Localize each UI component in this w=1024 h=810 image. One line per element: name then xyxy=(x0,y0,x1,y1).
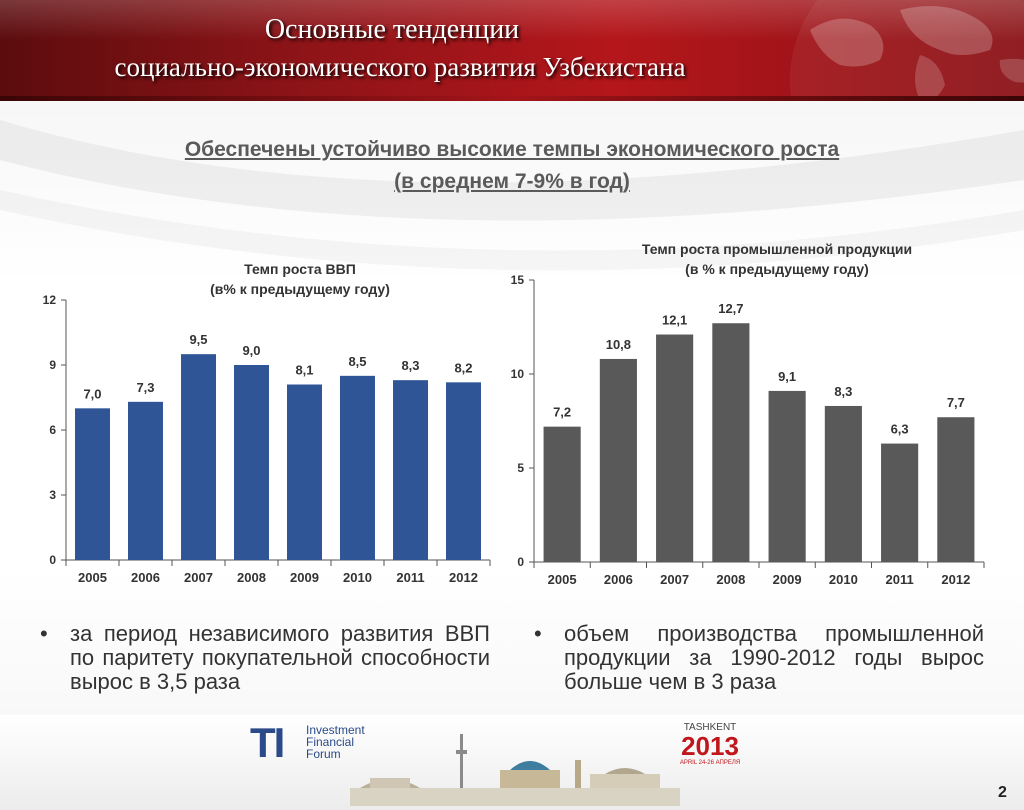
data-label-2012: 7,7 xyxy=(947,395,965,410)
x-tick-label-2007: 2007 xyxy=(660,572,689,587)
data-label-2006: 10,8 xyxy=(606,337,631,352)
data-label-2005: 7,2 xyxy=(553,405,571,420)
forum-logo-words: Investment Financial Forum xyxy=(306,724,365,760)
bar-2011 xyxy=(881,443,919,562)
bullet-text: за период независимого развития ВВП по п… xyxy=(70,621,490,694)
x-tick-label-2011: 2011 xyxy=(886,572,914,587)
gdp-growth-chart: Темп роста ВВП (в% к предыдущему году) 0 3 6… xyxy=(43,261,491,585)
globe-map-icon xyxy=(790,0,1024,96)
bar-2011 xyxy=(393,380,428,560)
x-tick-label-2011: 2011 xyxy=(396,570,424,585)
bar-2010 xyxy=(824,405,862,562)
x-tick-label-2005: 2005 xyxy=(548,572,577,587)
bar-2012 xyxy=(446,382,481,560)
x-tick-label-2007: 2007 xyxy=(184,570,213,585)
header-band: Основные тенденции социально-экономическ… xyxy=(0,0,1024,96)
data-label-2010: 8,3 xyxy=(834,384,852,399)
y-tick-label: 0 xyxy=(49,553,56,567)
page-number: 2 xyxy=(998,784,1007,801)
x-tick-label-2010: 2010 xyxy=(343,570,372,585)
x-tick-label-2009: 2009 xyxy=(773,572,802,587)
y-tick-label: 3 xyxy=(49,488,56,502)
event-logo: TASHKENT 2013 APRIL 24-26 АПРЕЛЯ xyxy=(670,722,750,767)
tashkent-skyline-icon xyxy=(350,734,680,806)
bullet-dot-icon: • xyxy=(40,621,48,646)
x-tick-label-2006: 2006 xyxy=(131,570,160,585)
y-tick-label: 0 xyxy=(517,555,524,569)
x-tick-label-2008: 2008 xyxy=(237,570,266,585)
data-label-2006: 7,3 xyxy=(136,380,154,395)
data-label-2012: 8,2 xyxy=(454,360,472,375)
chart-title-line2: (в % к предыдущему году) xyxy=(685,261,869,277)
y-tick-label: 6 xyxy=(49,423,56,437)
y-tick-label: 15 xyxy=(511,273,525,287)
data-label-2009: 9,1 xyxy=(778,369,796,384)
bullet-dot-icon: • xyxy=(534,621,542,646)
x-tick-label-2012: 2012 xyxy=(941,572,970,587)
bullet-gdp-ppp: • за период независимого развития ВВП по… xyxy=(40,621,490,694)
bar-2007 xyxy=(181,354,216,560)
forum-logo-line2: Financial xyxy=(306,735,355,749)
data-label-2008: 12,7 xyxy=(718,301,743,316)
section-heading: Обеспечены устойчиво высокие темпы эконо… xyxy=(184,138,840,161)
bar-2006 xyxy=(599,358,637,562)
y-tick-label: 9 xyxy=(49,358,56,372)
data-label-2005: 7,0 xyxy=(83,386,101,401)
bullet-text: объем производства промышленной продукци… xyxy=(564,621,984,694)
bar-2012 xyxy=(937,417,975,562)
data-label-2008: 9,0 xyxy=(242,343,260,358)
bar-2008 xyxy=(234,365,269,560)
bar-2006 xyxy=(128,401,163,560)
background-swoosh xyxy=(0,120,1024,271)
bar-2005 xyxy=(543,426,581,562)
chart-title-line2: (в% к предыдущему году) xyxy=(210,281,390,297)
bar-2009 xyxy=(287,384,322,560)
header-divider xyxy=(0,96,1024,101)
data-label-2010: 8,5 xyxy=(348,354,366,369)
bar-2005 xyxy=(75,408,110,560)
header-shine xyxy=(0,0,1024,40)
bar-2009 xyxy=(768,390,806,562)
section-subheading: (в среднем 7-9% в год) xyxy=(394,170,630,193)
y-tick-label: 10 xyxy=(511,367,525,381)
event-city: TASHKENT xyxy=(683,722,737,733)
x-tick-label-2006: 2006 xyxy=(604,572,633,587)
bar-2008 xyxy=(712,323,750,562)
x-tick-label-2010: 2010 xyxy=(829,572,858,587)
event-dates: APRIL 24-26 АПРЕЛЯ xyxy=(679,760,741,766)
bar-2010 xyxy=(340,375,375,560)
data-label-2011: 8,3 xyxy=(401,358,419,373)
chart-title-line1: Темп роста промышленной продукции xyxy=(642,241,912,257)
data-label-2009: 8,1 xyxy=(295,363,313,378)
slide-title-line2: социально-экономического развития Узбеки… xyxy=(114,52,686,82)
bullet-industrial-output: • объем производства промышленной продук… xyxy=(534,621,984,694)
x-tick-label-2008: 2008 xyxy=(716,572,745,587)
data-label-2007: 12,1 xyxy=(662,313,687,328)
data-label-2007: 9,5 xyxy=(189,332,207,347)
forum-logo-abbr: TI xyxy=(250,719,285,766)
data-label-2011: 6,3 xyxy=(891,422,909,437)
chart-title-line1: Темп роста ВВП xyxy=(244,261,356,277)
y-tick-label: 5 xyxy=(517,461,524,475)
forum-logo-line1: Investment xyxy=(306,723,365,737)
industrial-growth-chart: Темп роста промышленной продукции (в % к … xyxy=(511,241,985,587)
x-tick-label-2005: 2005 xyxy=(78,570,107,585)
x-tick-label-2009: 2009 xyxy=(290,570,319,585)
event-year: 2013 xyxy=(681,731,739,761)
slide-title-line1: Основные тенденции xyxy=(264,14,520,45)
x-tick-label-2012: 2012 xyxy=(449,570,478,585)
bar-2007 xyxy=(656,334,694,562)
forum-logo-line3: Forum xyxy=(306,747,341,761)
y-tick-label: 12 xyxy=(43,293,57,307)
